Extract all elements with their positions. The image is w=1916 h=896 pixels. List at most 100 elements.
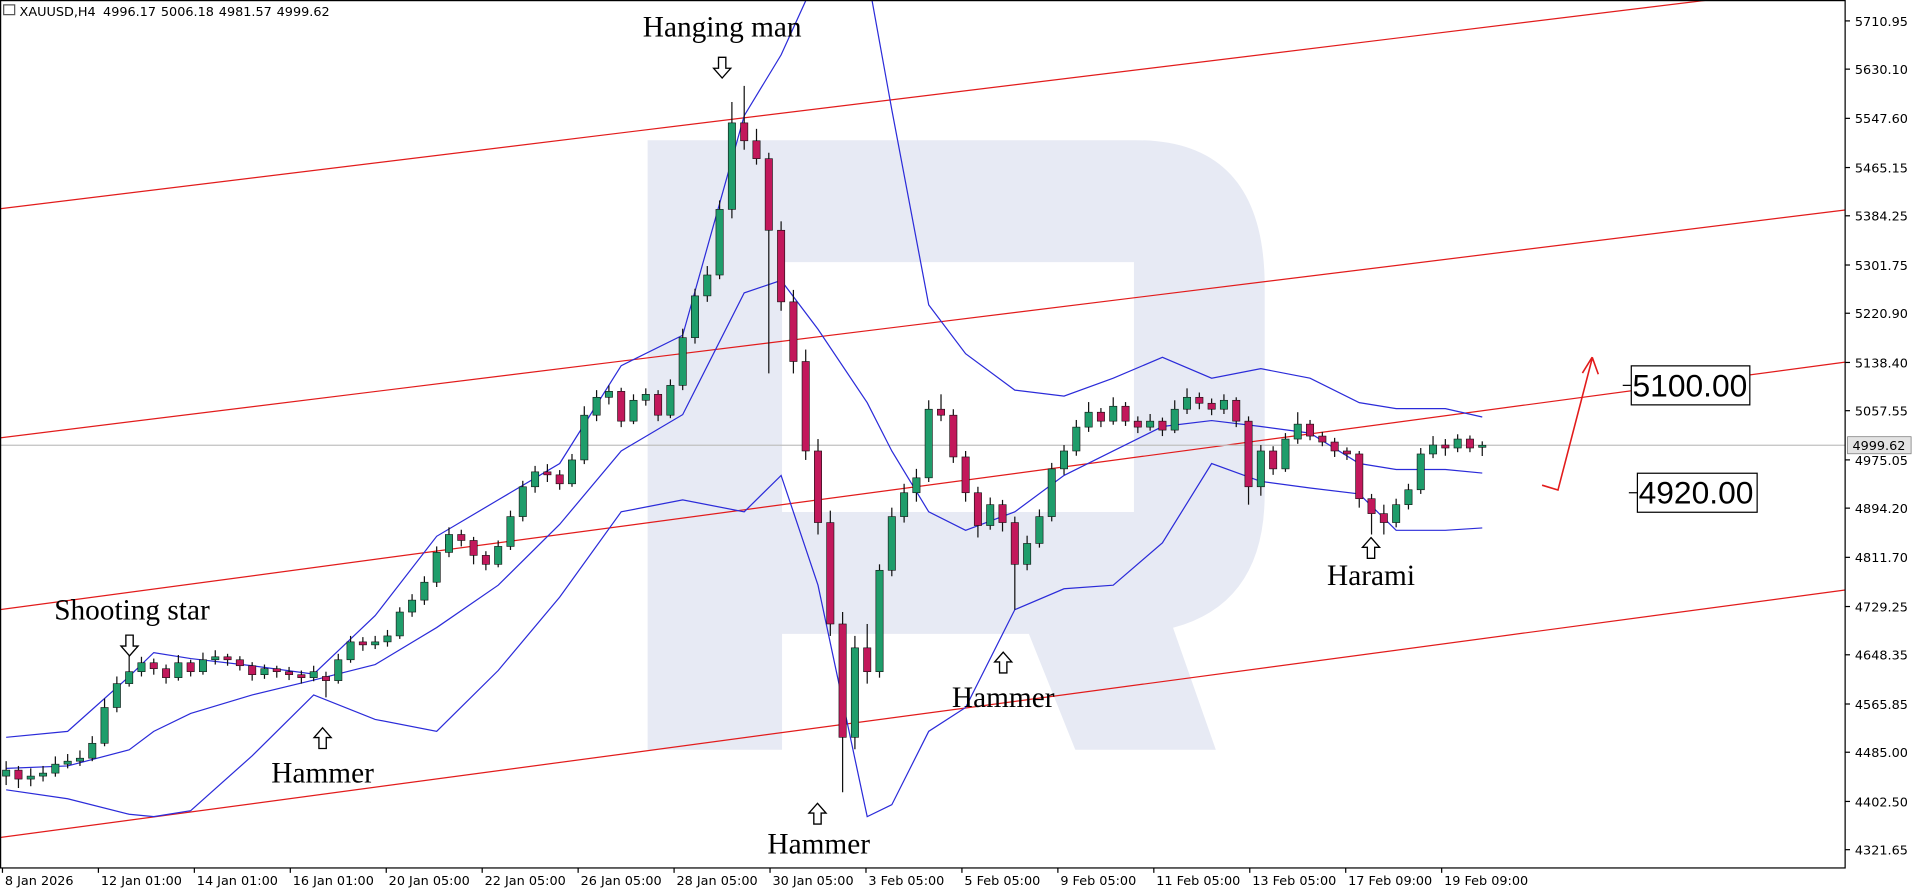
candle-body xyxy=(2,769,11,777)
candle-body xyxy=(912,477,921,494)
candle-body xyxy=(703,274,712,297)
candle-body xyxy=(75,757,84,762)
forecast-arrow xyxy=(1541,356,1600,492)
y-tick-label: 4565.85 xyxy=(1855,698,1908,713)
candle-body xyxy=(358,641,367,646)
candle-body xyxy=(580,414,589,461)
candle-body xyxy=(1219,399,1228,410)
candle-body xyxy=(777,229,786,303)
candle-body xyxy=(949,414,958,458)
y-tick-label: 5220.90 xyxy=(1855,307,1908,322)
watermark-logo xyxy=(647,140,1265,750)
candle-body xyxy=(420,581,429,601)
x-tick-label: 11 Feb 05:00 xyxy=(1156,874,1240,889)
candle-body xyxy=(937,408,945,416)
candle-body xyxy=(309,671,318,678)
y-tick-label: 5465.15 xyxy=(1855,161,1908,176)
candle-body xyxy=(198,659,207,673)
candle-body xyxy=(346,641,355,661)
channel-line xyxy=(0,361,1846,611)
candle-body xyxy=(322,676,330,681)
candle-body xyxy=(568,459,576,485)
level-label: 5100.00 xyxy=(1633,367,1748,403)
candle-body xyxy=(691,295,699,338)
x-tick-label: 16 Jan 01:00 xyxy=(293,874,374,889)
candle-body xyxy=(1244,420,1253,488)
header-text: XAUUSD,H4 4996.17 5006.18 4981.57 4999.62 xyxy=(20,5,330,20)
pattern-arrow xyxy=(312,726,333,750)
candle-body xyxy=(39,772,48,777)
candle-body xyxy=(555,474,564,485)
candle-body xyxy=(1465,438,1474,449)
candle-body xyxy=(1023,543,1032,565)
candle-body xyxy=(1121,405,1130,422)
candle-body xyxy=(457,534,466,541)
candle-body xyxy=(1158,420,1167,431)
x-tick-label: 12 Jan 01:00 xyxy=(101,874,182,889)
candle-body xyxy=(1072,426,1081,452)
candle-body xyxy=(986,504,995,526)
candle-body xyxy=(973,492,982,526)
candle-body xyxy=(715,209,724,276)
candle-body xyxy=(125,671,134,684)
candle-body xyxy=(604,391,613,398)
candle-body xyxy=(740,122,749,142)
candle-body xyxy=(1318,435,1327,443)
candle-body xyxy=(297,674,306,678)
x-tick-label: 26 Jan 05:00 xyxy=(581,874,662,889)
candle-body xyxy=(88,742,97,759)
candle-body xyxy=(543,471,552,476)
candle-body xyxy=(481,555,490,565)
candle-body xyxy=(1392,504,1401,523)
candle-body xyxy=(1478,444,1487,448)
candle-body xyxy=(900,492,909,517)
candle-body xyxy=(494,546,503,565)
candle-body xyxy=(1010,522,1019,565)
candle-body xyxy=(850,647,859,738)
candle-body xyxy=(408,599,417,613)
candle-body xyxy=(961,456,970,494)
candle-body xyxy=(518,486,527,517)
candle-body xyxy=(617,391,626,422)
candle-body xyxy=(801,361,810,452)
current-price-label: 4999.62 xyxy=(1852,439,1905,454)
pattern-arrow xyxy=(712,56,733,80)
current-price-box xyxy=(1847,436,1912,455)
candle-body xyxy=(887,516,896,571)
candle-body xyxy=(641,394,650,401)
candle-body xyxy=(592,396,601,416)
candle-body xyxy=(469,540,478,556)
candle-body xyxy=(1441,444,1450,449)
channel-line xyxy=(0,0,1714,210)
pattern-arrow xyxy=(993,651,1014,674)
candle-body xyxy=(1306,423,1315,437)
low-value: 4981.57 xyxy=(219,5,272,20)
pattern-arrow xyxy=(807,802,828,825)
candle-body xyxy=(1355,453,1364,500)
pattern-label: Hanging man xyxy=(643,12,802,44)
candle-body xyxy=(924,408,933,479)
x-tick-label: 19 Feb 09:00 xyxy=(1444,874,1528,889)
candle-body xyxy=(1330,441,1339,452)
pattern-arrow xyxy=(119,634,140,657)
y-tick-label: 4811.70 xyxy=(1855,551,1908,566)
candle-body xyxy=(1035,516,1044,544)
x-tick-label: 8 Jan 2026 xyxy=(5,874,74,889)
candle-body xyxy=(678,337,687,386)
pattern-label: Harami xyxy=(1327,560,1415,592)
high-value: 5006.18 xyxy=(161,5,214,20)
candle-body xyxy=(789,301,798,362)
channel-line xyxy=(0,209,1846,439)
x-tick-label: 13 Feb 05:00 xyxy=(1252,874,1336,889)
candle-body xyxy=(1146,420,1155,428)
candle-body xyxy=(1293,423,1302,440)
candle-body xyxy=(1133,420,1142,428)
y-tick-label: 5057.55 xyxy=(1855,405,1908,420)
x-tick-label: 5 Feb 05:00 xyxy=(964,874,1040,889)
candle-body xyxy=(162,668,171,678)
candle-body xyxy=(875,569,884,673)
candle-body xyxy=(26,775,35,780)
open-value: 4996.17 xyxy=(103,5,156,20)
candle-body xyxy=(727,122,736,210)
y-tick-label: 5384.25 xyxy=(1855,210,1908,225)
